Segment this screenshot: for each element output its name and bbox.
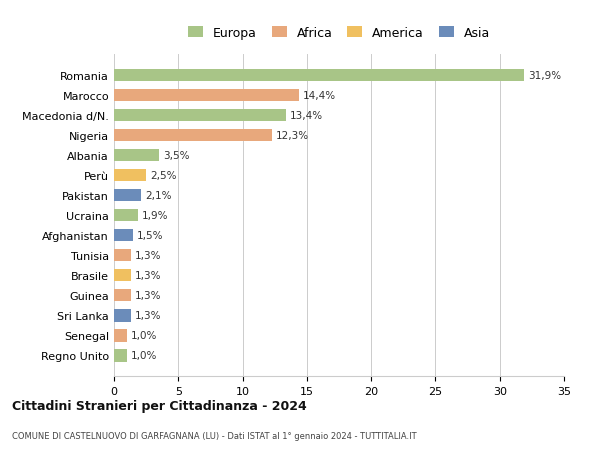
Text: 1,3%: 1,3% xyxy=(134,271,161,280)
Bar xyxy=(114,150,159,162)
Text: 1,5%: 1,5% xyxy=(137,231,164,241)
Bar xyxy=(114,290,131,302)
Text: 12,3%: 12,3% xyxy=(276,131,309,141)
Bar xyxy=(114,309,131,322)
Text: 31,9%: 31,9% xyxy=(528,71,561,81)
Legend: Europa, Africa, America, Asia: Europa, Africa, America, Asia xyxy=(184,23,494,43)
Text: 2,5%: 2,5% xyxy=(150,171,176,181)
Bar xyxy=(114,210,139,222)
Bar xyxy=(114,230,133,242)
Text: 1,0%: 1,0% xyxy=(131,330,157,341)
Text: 1,9%: 1,9% xyxy=(142,211,169,221)
Bar xyxy=(114,90,299,102)
Text: 14,4%: 14,4% xyxy=(303,91,336,101)
Bar xyxy=(114,70,524,82)
Bar xyxy=(114,169,146,182)
Text: 1,3%: 1,3% xyxy=(134,251,161,261)
Bar xyxy=(114,330,127,342)
Bar xyxy=(114,110,286,122)
Bar xyxy=(114,129,272,142)
Text: 2,1%: 2,1% xyxy=(145,191,172,201)
Text: Cittadini Stranieri per Cittadinanza - 2024: Cittadini Stranieri per Cittadinanza - 2… xyxy=(12,399,307,412)
Bar xyxy=(114,190,141,202)
Text: 3,5%: 3,5% xyxy=(163,151,190,161)
Text: 1,3%: 1,3% xyxy=(134,291,161,301)
Text: 13,4%: 13,4% xyxy=(290,111,323,121)
Bar xyxy=(114,250,131,262)
Text: 1,3%: 1,3% xyxy=(134,311,161,321)
Bar xyxy=(114,349,127,362)
Bar xyxy=(114,269,131,282)
Text: COMUNE DI CASTELNUOVO DI GARFAGNANA (LU) - Dati ISTAT al 1° gennaio 2024 - TUTTI: COMUNE DI CASTELNUOVO DI GARFAGNANA (LU)… xyxy=(12,431,416,441)
Text: 1,0%: 1,0% xyxy=(131,351,157,361)
